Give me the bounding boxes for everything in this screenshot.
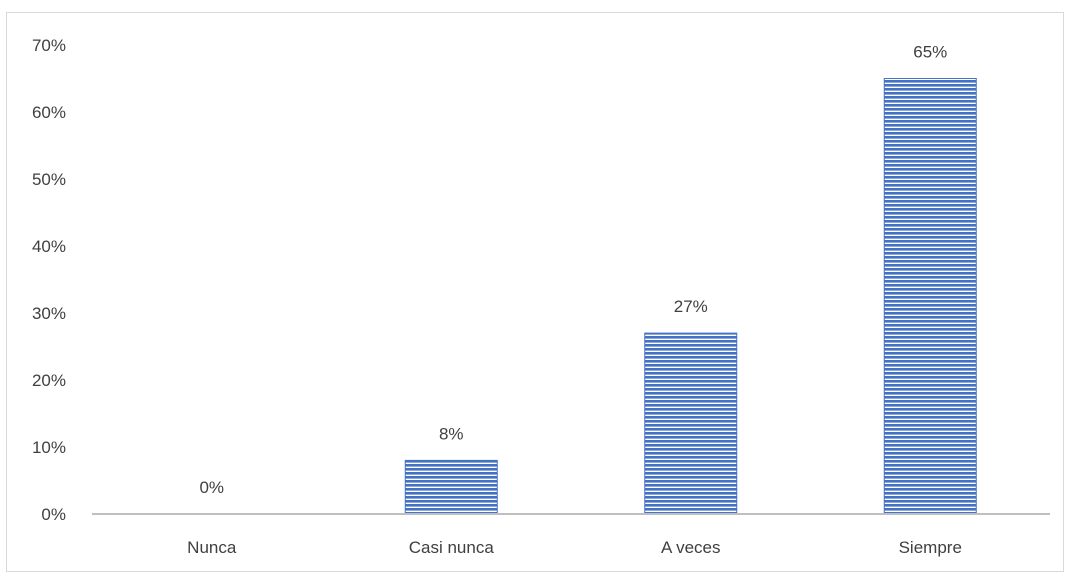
y-axis-ticks: 0% 10% 20% 30% 40% 50% 60% 70%: [32, 36, 66, 524]
y-tick-label: 30%: [32, 304, 66, 323]
category-label: Nunca: [187, 538, 237, 557]
y-tick-label: 20%: [32, 371, 66, 390]
bar: [883, 78, 977, 515]
category-label: Casi nunca: [409, 538, 495, 557]
bars: [404, 78, 977, 515]
data-label: 8%: [439, 424, 464, 443]
data-labels: 0% 8% 27% 65%: [199, 43, 947, 498]
category-label: A veces: [661, 538, 721, 557]
y-tick-label: 60%: [32, 103, 66, 122]
data-label: 0%: [199, 478, 224, 497]
data-label: 65%: [913, 43, 947, 62]
y-tick-label: 50%: [32, 170, 66, 189]
y-tick-label: 0%: [41, 505, 66, 524]
x-axis-category-labels: Nunca Casi nunca A veces Siempre: [187, 538, 962, 557]
y-tick-label: 40%: [32, 237, 66, 256]
data-label: 27%: [674, 297, 708, 316]
category-label: Siempre: [899, 538, 962, 557]
y-tick-label: 70%: [32, 36, 66, 55]
bar: [644, 332, 738, 515]
bar: [404, 459, 498, 515]
y-tick-label: 10%: [32, 438, 66, 457]
